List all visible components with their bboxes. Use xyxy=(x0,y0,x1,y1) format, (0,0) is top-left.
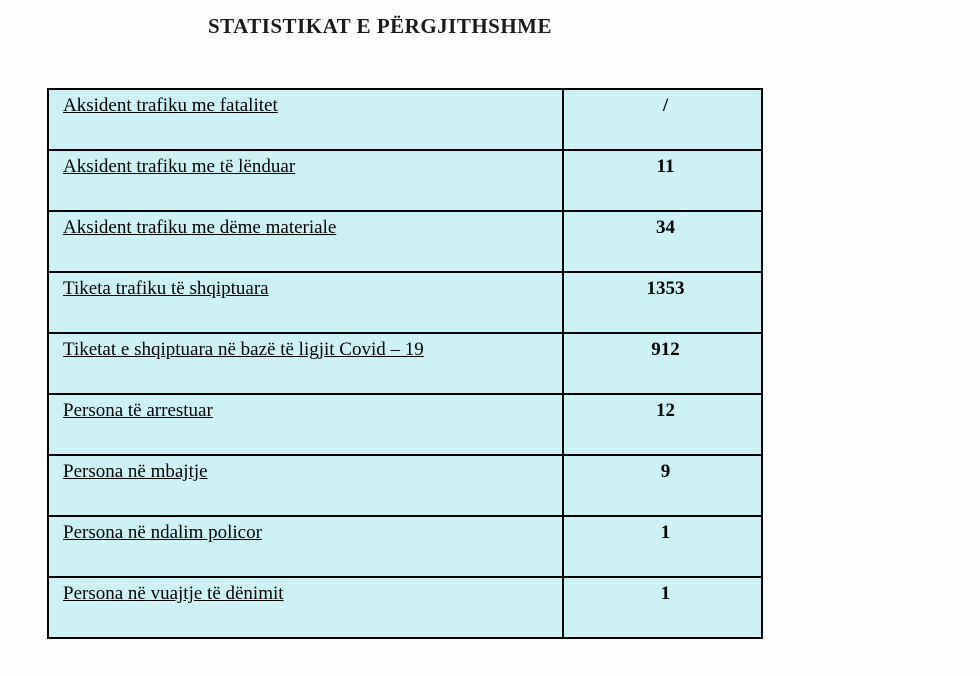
stat-value-cell: 912 xyxy=(562,332,763,395)
stat-label: Aksident trafiku me fatalitet xyxy=(63,95,278,116)
stat-label-cell: Persona në ndalim policor xyxy=(47,515,564,578)
table-row: Aksident trafiku me fatalitet / xyxy=(47,88,763,151)
table-row: Tiketa trafiku të shqiptuara 1353 xyxy=(47,271,763,334)
table-row: Persona në mbajtje 9 xyxy=(47,454,763,517)
table-row: Aksident trafiku me të lënduar 11 xyxy=(47,149,763,212)
stat-value-cell: 11 xyxy=(562,149,763,212)
stat-value-cell: 1 xyxy=(562,515,763,578)
stat-label-cell: Aksident trafiku me dëme materiale xyxy=(47,210,564,273)
stat-label-cell: Aksident trafiku me të lënduar xyxy=(47,149,564,212)
stat-label: Aksident trafiku me dëme materiale xyxy=(63,217,337,238)
table-row: Aksident trafiku me dëme materiale 34 xyxy=(47,210,763,273)
table-row: Persona të arrestuar 12 xyxy=(47,393,763,456)
table-row: Tiketat e shqiptuara në bazë të ligjit C… xyxy=(47,332,763,395)
stat-label: Tiketa trafiku të shqiptuara xyxy=(63,278,269,299)
stat-label-cell: Persona të arrestuar xyxy=(47,393,564,456)
stat-value-cell: 12 xyxy=(562,393,763,456)
statistics-table: Aksident trafiku me fatalitet / Aksident… xyxy=(47,88,763,639)
stat-label: Persona të arrestuar xyxy=(63,400,213,421)
stat-label-cell: Aksident trafiku me fatalitet xyxy=(47,88,564,151)
stat-value: 11 xyxy=(656,156,675,177)
stat-value-cell: 34 xyxy=(562,210,763,273)
stat-value-cell: / xyxy=(562,88,763,151)
statistics-table-body: Aksident trafiku me fatalitet / Aksident… xyxy=(47,88,763,639)
stat-label-cell: Persona në vuajtje të dënimit xyxy=(47,576,564,639)
stat-label-cell: Tiketa trafiku të shqiptuara xyxy=(47,271,564,334)
stat-label: Aksident trafiku me të lënduar xyxy=(63,156,296,177)
stat-value: / xyxy=(662,95,669,116)
table-row: Persona në vuajtje të dënimit 1 xyxy=(47,576,763,639)
stat-label: Persona në mbajtje xyxy=(63,461,208,482)
stat-value: 9 xyxy=(660,461,671,482)
stat-label-cell: Persona në mbajtje xyxy=(47,454,564,517)
stat-value-cell: 9 xyxy=(562,454,763,517)
stat-value: 12 xyxy=(656,400,675,421)
stat-value: 1 xyxy=(660,522,671,543)
page-title: STATISTIKAT E PËRGJITHSHME xyxy=(207,14,553,38)
stat-value: 1 xyxy=(660,583,671,604)
stat-value-cell: 1 xyxy=(562,576,763,639)
stat-label: Tiketat e shqiptuara në bazë të ligjit C… xyxy=(63,339,424,360)
stat-label: Persona në ndalim policor xyxy=(63,522,262,543)
stat-value: 34 xyxy=(656,217,675,238)
table-row: Persona në ndalim policor 1 xyxy=(47,515,763,578)
stat-value-cell: 1353 xyxy=(562,271,763,334)
stat-label: Persona në vuajtje të dënimit xyxy=(63,583,284,604)
stat-value: 1353 xyxy=(646,278,685,299)
stat-label-cell: Tiketat e shqiptuara në bazë të ligjit C… xyxy=(47,332,564,395)
stat-value: 912 xyxy=(651,339,680,360)
